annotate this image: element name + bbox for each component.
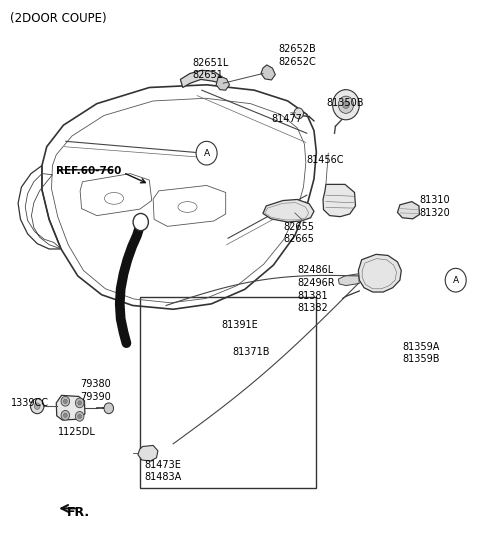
Polygon shape [397, 202, 420, 219]
Circle shape [75, 412, 84, 421]
Text: 1125DL: 1125DL [58, 427, 96, 437]
Polygon shape [138, 445, 158, 461]
Text: 82651L
82651: 82651L 82651 [192, 58, 228, 80]
Text: 81477: 81477 [271, 114, 302, 124]
Text: 81359A
81359B: 81359A 81359B [402, 341, 440, 364]
Text: 81391E: 81391E [221, 320, 258, 330]
Text: 81381
81382: 81381 81382 [297, 291, 328, 313]
Text: 81456C: 81456C [307, 155, 344, 165]
Circle shape [61, 397, 70, 406]
Bar [140, 298, 316, 489]
Circle shape [338, 96, 354, 113]
Circle shape [75, 398, 84, 408]
Circle shape [196, 141, 217, 165]
Circle shape [34, 403, 40, 410]
Text: A: A [453, 276, 459, 285]
Polygon shape [323, 184, 356, 217]
Polygon shape [338, 274, 360, 286]
Text: 81371B: 81371B [233, 347, 270, 357]
Polygon shape [180, 70, 222, 88]
Text: REF.60-760: REF.60-760 [56, 166, 121, 175]
Polygon shape [56, 395, 85, 420]
Circle shape [104, 403, 114, 414]
Circle shape [78, 401, 82, 405]
Circle shape [343, 101, 349, 109]
Circle shape [61, 411, 70, 420]
Polygon shape [359, 254, 401, 292]
Text: A: A [204, 149, 210, 157]
Text: 81473E
81483A: 81473E 81483A [144, 460, 182, 483]
Text: 82486L
82496R: 82486L 82496R [297, 265, 335, 287]
Circle shape [294, 108, 303, 118]
Circle shape [63, 413, 67, 418]
Text: 82652B
82652C: 82652B 82652C [278, 44, 316, 67]
Polygon shape [261, 65, 276, 80]
Text: 81310
81320: 81310 81320 [419, 195, 450, 217]
Circle shape [63, 399, 67, 404]
Polygon shape [216, 76, 229, 90]
Text: 79380
79390: 79380 79390 [80, 379, 111, 401]
Circle shape [31, 399, 44, 414]
Text: (2DOOR COUPE): (2DOOR COUPE) [10, 12, 107, 25]
Text: FR.: FR. [67, 506, 90, 519]
Circle shape [445, 268, 466, 292]
Circle shape [78, 414, 82, 419]
Polygon shape [263, 200, 314, 222]
Text: 81350B: 81350B [326, 98, 363, 108]
Circle shape [133, 214, 148, 230]
Text: 1339CC: 1339CC [11, 398, 49, 408]
Text: 82655
82665: 82655 82665 [283, 222, 314, 245]
Circle shape [333, 90, 360, 120]
